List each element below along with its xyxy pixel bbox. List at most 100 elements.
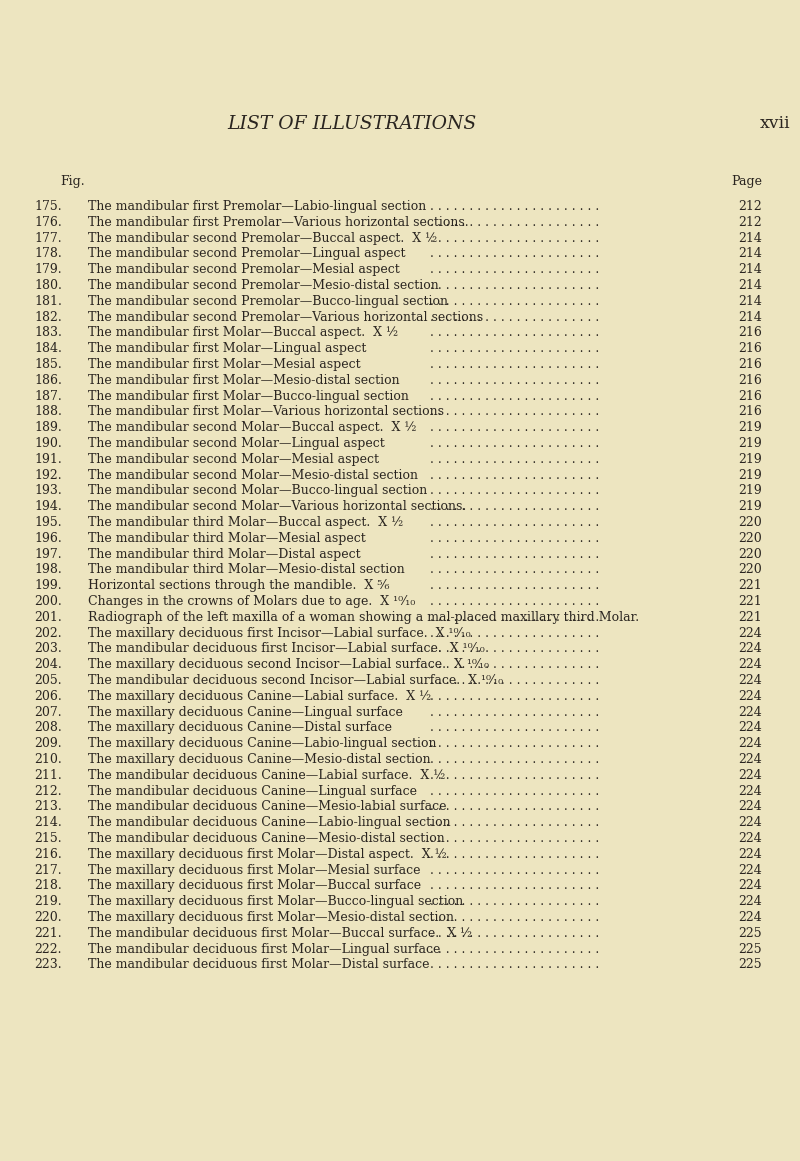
Text: 220.: 220.	[34, 911, 62, 924]
Text: . . . . . . . . . . . . . . . . . . . . . .: . . . . . . . . . . . . . . . . . . . . …	[430, 390, 599, 403]
Text: 224: 224	[738, 864, 762, 877]
Text: The mandibular first Molar—Mesial aspect: The mandibular first Molar—Mesial aspect	[88, 358, 361, 372]
Text: . . . . . . . . . . . . . . . . . . . . . .: . . . . . . . . . . . . . . . . . . . . …	[430, 832, 599, 845]
Text: The maxillary deciduous first Molar—Buccal surface: The maxillary deciduous first Molar—Bucc…	[88, 879, 421, 893]
Text: The mandibular deciduous second Incisor—Labial surface.  X ¹⁰⁄₁₀: The mandibular deciduous second Incisor—…	[88, 675, 503, 687]
Text: 178.: 178.	[34, 247, 62, 260]
Text: 206.: 206.	[34, 690, 62, 702]
Text: . . . . . . . . . . . . . . . . . . . . . .: . . . . . . . . . . . . . . . . . . . . …	[430, 911, 599, 924]
Text: 187.: 187.	[34, 390, 62, 403]
Text: . . . . . . . . . . . . . . . . . . . . . .: . . . . . . . . . . . . . . . . . . . . …	[430, 737, 599, 750]
Text: 224: 224	[738, 879, 762, 893]
Text: The maxillary deciduous first Incisor—Labial surface.  X ¹⁰⁄₁₀: The maxillary deciduous first Incisor—La…	[88, 627, 470, 640]
Text: . . . . . . . . . . . . . . . . . . . . . .: . . . . . . . . . . . . . . . . . . . . …	[430, 690, 599, 702]
Text: The mandibular second Molar—Mesio-distal section: The mandibular second Molar—Mesio-distal…	[88, 469, 418, 482]
Text: 224: 224	[738, 627, 762, 640]
Text: 224: 224	[738, 675, 762, 687]
Text: The mandibular deciduous Canine—Labio-lingual section: The mandibular deciduous Canine—Labio-li…	[88, 816, 450, 829]
Text: 212: 212	[738, 216, 762, 229]
Text: 224: 224	[738, 785, 762, 798]
Text: 197.: 197.	[34, 548, 62, 561]
Text: 224: 224	[738, 816, 762, 829]
Text: 224: 224	[738, 832, 762, 845]
Text: 220: 220	[738, 515, 762, 529]
Text: 201.: 201.	[34, 611, 62, 623]
Text: . . . . . . . . . . . . . . . . . . . . . .: . . . . . . . . . . . . . . . . . . . . …	[430, 358, 599, 372]
Text: . . . . . . . . . . . . . . . . . . . . . .: . . . . . . . . . . . . . . . . . . . . …	[430, 216, 599, 229]
Text: . . . . . . . . . . . . . . . . . . . . . .: . . . . . . . . . . . . . . . . . . . . …	[430, 611, 599, 623]
Text: 205.: 205.	[34, 675, 62, 687]
Text: The mandibular deciduous Canine—Lingual surface: The mandibular deciduous Canine—Lingual …	[88, 785, 417, 798]
Text: . . . . . . . . . . . . . . . . . . . . . .: . . . . . . . . . . . . . . . . . . . . …	[430, 675, 599, 687]
Text: The mandibular first Molar—Lingual aspect: The mandibular first Molar—Lingual aspec…	[88, 342, 366, 355]
Text: The mandibular deciduous first Molar—Lingual surface: The mandibular deciduous first Molar—Lin…	[88, 943, 440, 956]
Text: . . . . . . . . . . . . . . . . . . . . . .: . . . . . . . . . . . . . . . . . . . . …	[430, 247, 599, 260]
Text: The maxillary deciduous Canine—Mesio-distal section: The maxillary deciduous Canine—Mesio-dis…	[88, 753, 430, 766]
Text: . . . . . . . . . . . . . . . . . . . . . .: . . . . . . . . . . . . . . . . . . . . …	[430, 421, 599, 434]
Text: 224: 224	[738, 737, 762, 750]
Text: The maxillary deciduous first Molar—Distal aspect.  X ½: The maxillary deciduous first Molar—Dist…	[88, 848, 446, 860]
Text: . . . . . . . . . . . . . . . . . . . . . .: . . . . . . . . . . . . . . . . . . . . …	[430, 532, 599, 545]
Text: . . . . . . . . . . . . . . . . . . . . . .: . . . . . . . . . . . . . . . . . . . . …	[430, 279, 599, 293]
Text: 182.: 182.	[34, 311, 62, 324]
Text: 215.: 215.	[34, 832, 62, 845]
Text: 220: 220	[738, 548, 762, 561]
Text: 190.: 190.	[34, 437, 62, 450]
Text: The maxillary deciduous Canine—Labial surface.  X ½: The maxillary deciduous Canine—Labial su…	[88, 690, 431, 702]
Text: The mandibular second Premolar—Lingual aspect: The mandibular second Premolar—Lingual a…	[88, 247, 406, 260]
Text: 224: 224	[738, 769, 762, 781]
Text: 214: 214	[738, 279, 762, 293]
Text: The mandibular first Molar—Mesio-distal section: The mandibular first Molar—Mesio-distal …	[88, 374, 400, 387]
Text: The mandibular first Molar—Various horizontal sections: The mandibular first Molar—Various horiz…	[88, 405, 444, 418]
Text: . . . . . . . . . . . . . . . . . . . . . .: . . . . . . . . . . . . . . . . . . . . …	[430, 642, 599, 656]
Text: 219: 219	[738, 500, 762, 513]
Text: . . . . . . . . . . . . . . . . . . . . . .: . . . . . . . . . . . . . . . . . . . . …	[430, 579, 599, 592]
Text: . . . . . . . . . . . . . . . . . . . . . .: . . . . . . . . . . . . . . . . . . . . …	[430, 895, 599, 908]
Text: 209.: 209.	[34, 737, 62, 750]
Text: The mandibular second Premolar—Buccal aspect.  X ½: The mandibular second Premolar—Buccal as…	[88, 231, 438, 245]
Text: The mandibular second Premolar—Various horizontal sections: The mandibular second Premolar—Various h…	[88, 311, 483, 324]
Text: . . . . . . . . . . . . . . . . . . . . . .: . . . . . . . . . . . . . . . . . . . . …	[430, 769, 599, 781]
Text: The mandibular third Molar—Buccal aspect.  X ½: The mandibular third Molar—Buccal aspect…	[88, 515, 403, 529]
Text: . . . . . . . . . . . . . . . . . . . . . .: . . . . . . . . . . . . . . . . . . . . …	[430, 484, 599, 497]
Text: 224: 224	[738, 721, 762, 735]
Text: The mandibular deciduous first Incisor—Labial surface.  X ¹⁰⁄₁₀: The mandibular deciduous first Incisor—L…	[88, 642, 485, 656]
Text: 219: 219	[738, 469, 762, 482]
Text: . . . . . . . . . . . . . . . . . . . . . .: . . . . . . . . . . . . . . . . . . . . …	[430, 958, 599, 972]
Text: The maxillary deciduous first Molar—Mesial surface: The maxillary deciduous first Molar—Mesi…	[88, 864, 421, 877]
Text: . . . . . . . . . . . . . . . . . . . . . .: . . . . . . . . . . . . . . . . . . . . …	[430, 658, 599, 671]
Text: 176.: 176.	[34, 216, 62, 229]
Text: . . . . . . . . . . . . . . . . . . . . . .: . . . . . . . . . . . . . . . . . . . . …	[430, 721, 599, 735]
Text: The maxillary deciduous first Molar—Bucco-lingual section: The maxillary deciduous first Molar—Bucc…	[88, 895, 463, 908]
Text: 199.: 199.	[34, 579, 62, 592]
Text: 224: 224	[738, 658, 762, 671]
Text: 188.: 188.	[34, 405, 62, 418]
Text: . . . . . . . . . . . . . . . . . . . . . .: . . . . . . . . . . . . . . . . . . . . …	[430, 879, 599, 893]
Text: The mandibular third Molar—Mesio-distal section: The mandibular third Molar—Mesio-distal …	[88, 563, 405, 576]
Text: 211.: 211.	[34, 769, 62, 781]
Text: . . . . . . . . . . . . . . . . . . . . . .: . . . . . . . . . . . . . . . . . . . . …	[430, 326, 599, 339]
Text: The mandibular deciduous first Molar—Distal surface: The mandibular deciduous first Molar—Dis…	[88, 958, 430, 972]
Text: The mandibular second Premolar—Bucco-lingual section: The mandibular second Premolar—Bucco-lin…	[88, 295, 448, 308]
Text: 223.: 223.	[34, 958, 62, 972]
Text: Radiograph of the left maxilla of a woman showing a mal-placed maxillary third M: Radiograph of the left maxilla of a woma…	[88, 611, 639, 623]
Text: 216: 216	[738, 326, 762, 339]
Text: 195.: 195.	[34, 515, 62, 529]
Text: Changes in the crowns of Molars due to age.  X ¹⁰⁄₁₀: Changes in the crowns of Molars due to a…	[88, 594, 415, 608]
Text: 216: 216	[738, 374, 762, 387]
Text: 203.: 203.	[34, 642, 62, 656]
Text: 214: 214	[738, 311, 762, 324]
Text: The mandibular deciduous Canine—Labial surface.  X ½: The mandibular deciduous Canine—Labial s…	[88, 769, 446, 781]
Text: 216: 216	[738, 342, 762, 355]
Text: The mandibular third Molar—Mesial aspect: The mandibular third Molar—Mesial aspect	[88, 532, 366, 545]
Text: The mandibular second Molar—Mesial aspect: The mandibular second Molar—Mesial aspec…	[88, 453, 379, 466]
Text: . . . . . . . . . . . . . . . . . . . . . .: . . . . . . . . . . . . . . . . . . . . …	[430, 753, 599, 766]
Text: xvii: xvii	[760, 115, 790, 132]
Text: . . . . . . . . . . . . . . . . . . . . . .: . . . . . . . . . . . . . . . . . . . . …	[430, 943, 599, 956]
Text: 212.: 212.	[34, 785, 62, 798]
Text: 198.: 198.	[34, 563, 62, 576]
Text: 202.: 202.	[34, 627, 62, 640]
Text: 193.: 193.	[34, 484, 62, 497]
Text: 224: 224	[738, 706, 762, 719]
Text: 181.: 181.	[34, 295, 62, 308]
